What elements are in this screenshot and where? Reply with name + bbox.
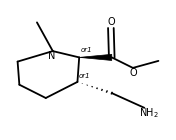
Text: or1: or1: [78, 73, 90, 79]
Text: N: N: [48, 51, 56, 61]
Text: or1: or1: [81, 47, 93, 53]
Text: O: O: [130, 67, 137, 78]
Polygon shape: [79, 54, 112, 60]
Text: O: O: [107, 17, 115, 27]
Text: NH$_2$: NH$_2$: [139, 106, 159, 120]
